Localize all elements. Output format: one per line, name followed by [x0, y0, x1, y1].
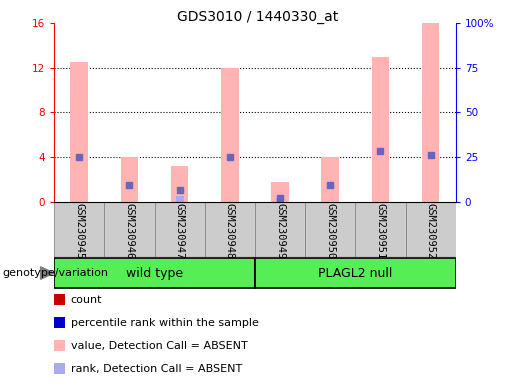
Bar	[305, 202, 355, 257]
Bar	[71, 62, 88, 202]
Text: GSM230951: GSM230951	[375, 203, 385, 260]
Text: GSM230950: GSM230950	[325, 203, 335, 260]
Bar	[355, 202, 405, 257]
Text: GSM230949: GSM230949	[275, 203, 285, 260]
Bar	[255, 258, 456, 288]
Bar	[255, 202, 305, 257]
Text: genotype/variation: genotype/variation	[3, 268, 109, 278]
Bar	[54, 202, 104, 257]
Bar	[276, 198, 284, 202]
Text: GSM230946: GSM230946	[125, 203, 134, 260]
Text: GSM230948: GSM230948	[225, 203, 235, 260]
Text: GDS3010 / 1440330_at: GDS3010 / 1440330_at	[177, 10, 338, 23]
Text: percentile rank within the sample: percentile rank within the sample	[71, 318, 259, 328]
Bar	[405, 202, 456, 257]
Bar	[176, 196, 183, 202]
Text: count: count	[71, 295, 102, 305]
Bar	[171, 166, 188, 202]
Text: wild type: wild type	[126, 266, 183, 280]
Text: value, Detection Call = ABSENT: value, Detection Call = ABSENT	[71, 341, 247, 351]
Text: PLAGL2 null: PLAGL2 null	[318, 266, 392, 280]
Bar	[154, 202, 205, 257]
Text: rank, Detection Call = ABSENT: rank, Detection Call = ABSENT	[71, 364, 242, 374]
Bar	[271, 182, 289, 202]
Bar	[372, 56, 389, 202]
Bar	[321, 157, 339, 202]
Text: GSM230947: GSM230947	[175, 203, 184, 260]
Bar	[422, 23, 439, 202]
Polygon shape	[41, 267, 54, 279]
Bar	[221, 68, 238, 202]
Text: GSM230945: GSM230945	[74, 203, 84, 260]
Text: GSM230952: GSM230952	[426, 203, 436, 260]
Bar	[121, 157, 138, 202]
Bar	[104, 202, 154, 257]
Bar	[204, 202, 255, 257]
Bar	[54, 258, 255, 288]
